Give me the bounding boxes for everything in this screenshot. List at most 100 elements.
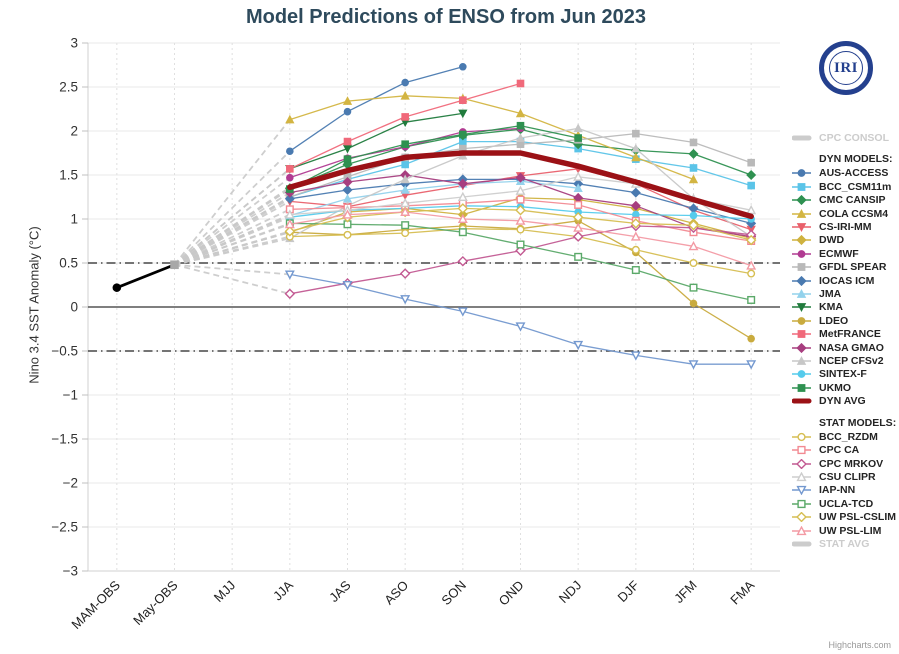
x-axis-labels: MAM-OBS May-OBS MJJ JJA JAS ASO SON OND NDJ DJF JF… [68,577,757,632]
svg-text:−1: −1 [63,388,78,403]
svg-text:May-OBS: May-OBS [130,577,181,628]
legend-item-label: UKMO [819,381,852,394]
legend-item-nasa-gmao[interactable]: NASA GMAO [792,341,898,354]
legend-item-label: NCEP CFSv2 [819,354,884,367]
svg-text:−3: −3 [63,564,78,579]
svg-text:−0.5: −0.5 [51,344,78,359]
svg-text:−2: −2 [63,476,78,491]
legend-item-label: CMC CANSIP [819,194,886,207]
legend-item-cmc-cansip[interactable]: CMC CANSIP [792,194,898,207]
series-ukmo[interactable] [286,121,582,193]
legend-item-label: CPC MRKOV [819,457,884,470]
reference-lines [88,262,780,352]
legend-item-ucla-tcd[interactable]: UCLA-TCD [792,497,898,510]
legend-item-bcc-csm11m[interactable]: BCC_CSM11m [792,180,898,193]
aus-access-marker-icon [792,169,811,178]
legend-item-metfrance[interactable]: MetFRANCE [792,327,898,340]
legend-item-iap-nn[interactable]: IAP-NN [792,484,898,497]
legend-section-header: STAT MODELS: [819,416,897,429]
legend-item-sintex-f[interactable]: SINTEX-F [792,368,898,381]
legend-item-aus-access[interactable]: AUS-ACCESS [792,167,898,180]
legend-item-kma[interactable]: KMA [792,301,898,314]
legend: CPC CONSOL DYN MODELS: AUS-ACCESS BCC_CSM11… [792,131,898,551]
jma-marker-icon [792,289,811,298]
svg-text:SON: SON [438,578,469,609]
ldeo-marker-icon [792,316,811,325]
iap-nn-marker-icon [792,486,811,496]
series-uw-psl-cslim[interactable] [284,203,757,246]
series-metfrance[interactable] [286,79,525,173]
nasa-gmao-marker-icon [792,342,811,353]
csu-clipr-marker-icon [792,472,811,482]
legend-item-ldeo[interactable]: LDEO [792,314,898,327]
legend-item-label: CPC CA [819,444,860,457]
iri-logo-ring: IRI [829,51,863,85]
series-observed[interactable] [112,260,179,292]
kma-marker-icon [792,303,811,313]
legend-item-uw-psl-cslim[interactable]: UW PSL-CSLIM [792,511,898,524]
legend-item-label: COLA CCSM4 [819,207,889,220]
gfdl-spear-marker-icon [792,263,811,272]
legend-item-label: IOCAS ICM [819,274,875,287]
svg-text:−2.5: −2.5 [51,520,78,535]
legend-item-cpc-consol[interactable]: CPC CONSOL [792,131,898,144]
cs-iri-mm-marker-icon [792,223,811,232]
legend-item-dwd[interactable]: DWD [792,234,898,247]
legend-item-label: DYN AVG [819,395,866,408]
legend-item-label: JMA [819,287,842,300]
legend-item-uw-psl-lim[interactable]: UW PSL-LIM [792,524,898,537]
y-gridlines [88,42,780,572]
svg-text:1.5: 1.5 [59,168,78,183]
svg-text:MAM-OBS: MAM-OBS [68,577,123,632]
dwd-marker-icon [792,235,811,246]
svg-text:MJJ: MJJ [211,578,238,605]
legend-section-header: DYN MODELS: [819,153,893,166]
legend-item-bcc-rzdm[interactable]: BCC_RZDM [792,430,898,443]
legend-item-csu-clipr[interactable]: CSU CLIPR [792,470,898,483]
uw-psl-cslim-marker-icon [792,512,811,523]
svg-text:JAS: JAS [326,577,354,605]
svg-text:−1.5: −1.5 [51,432,78,447]
legend-item-label: CPC CONSOL [819,131,890,144]
ecmwf-marker-icon [792,249,811,258]
iocas-icm-marker-icon [792,275,811,286]
legend-item-label: UW PSL-LIM [819,524,882,537]
legend-item-cpc-mrkov[interactable]: CPC MRKOV [792,457,898,470]
series-dyn-avg[interactable] [287,150,754,220]
series-aus-access[interactable] [286,62,467,156]
cmc-cansip-marker-icon [792,195,811,206]
ncep-cfsv2-marker-icon [792,355,811,365]
legend-item-label: BCC_CSM11m [819,180,892,193]
highcharts-credit[interactable]: Highcharts.com [828,640,891,650]
legend-item-dyn-avg[interactable]: DYN AVG [792,394,898,407]
legend-item-gfdl-spear[interactable]: GFDL SPEAR [792,261,898,274]
legend-item-label: UW PSL-CSLIM [819,511,896,524]
legend-item-cola-ccsm4[interactable]: COLA CCSM4 [792,207,898,220]
cpc-mrkov-marker-icon [792,458,811,469]
svg-text:JJA: JJA [270,577,296,603]
legend-item-cpc-ca[interactable]: CPC CA [792,444,898,457]
uw-psl-lim-marker-icon [792,525,811,535]
iri-logo-text: IRI [833,59,858,76]
series-uw-psl-lim[interactable] [284,206,757,270]
legend-item-iocas-icm[interactable]: IOCAS ICM [792,274,898,287]
legend-item-cs-iri-mm[interactable]: CS-IRI-MM [792,220,898,233]
series-iap-nn[interactable] [284,270,757,370]
legend-item-jma[interactable]: JMA [792,287,898,300]
legend-item-ncep-cfsv2[interactable]: NCEP CFSv2 [792,354,898,367]
legend-item-label: BCC_RZDM [819,430,878,443]
legend-item-label: CS-IRI-MM [819,221,872,234]
legend-item-ecmwf[interactable]: ECMWF [792,247,898,260]
legend-item-label: DWD [819,234,845,247]
metfrance-marker-icon [792,330,811,339]
ucla-tcd-marker-icon [792,499,811,508]
legend-item-ukmo[interactable]: UKMO [792,381,898,394]
legend-item-label: SINTEX-F [819,368,867,381]
stat-avg-marker-icon [792,541,812,547]
legend-item-stat-avg[interactable]: STAT AVG [792,537,898,550]
legend-item-label: KMA [819,301,843,314]
svg-text:2.5: 2.5 [59,80,78,95]
svg-text:1: 1 [70,212,78,227]
svg-text:JFM: JFM [671,578,699,606]
